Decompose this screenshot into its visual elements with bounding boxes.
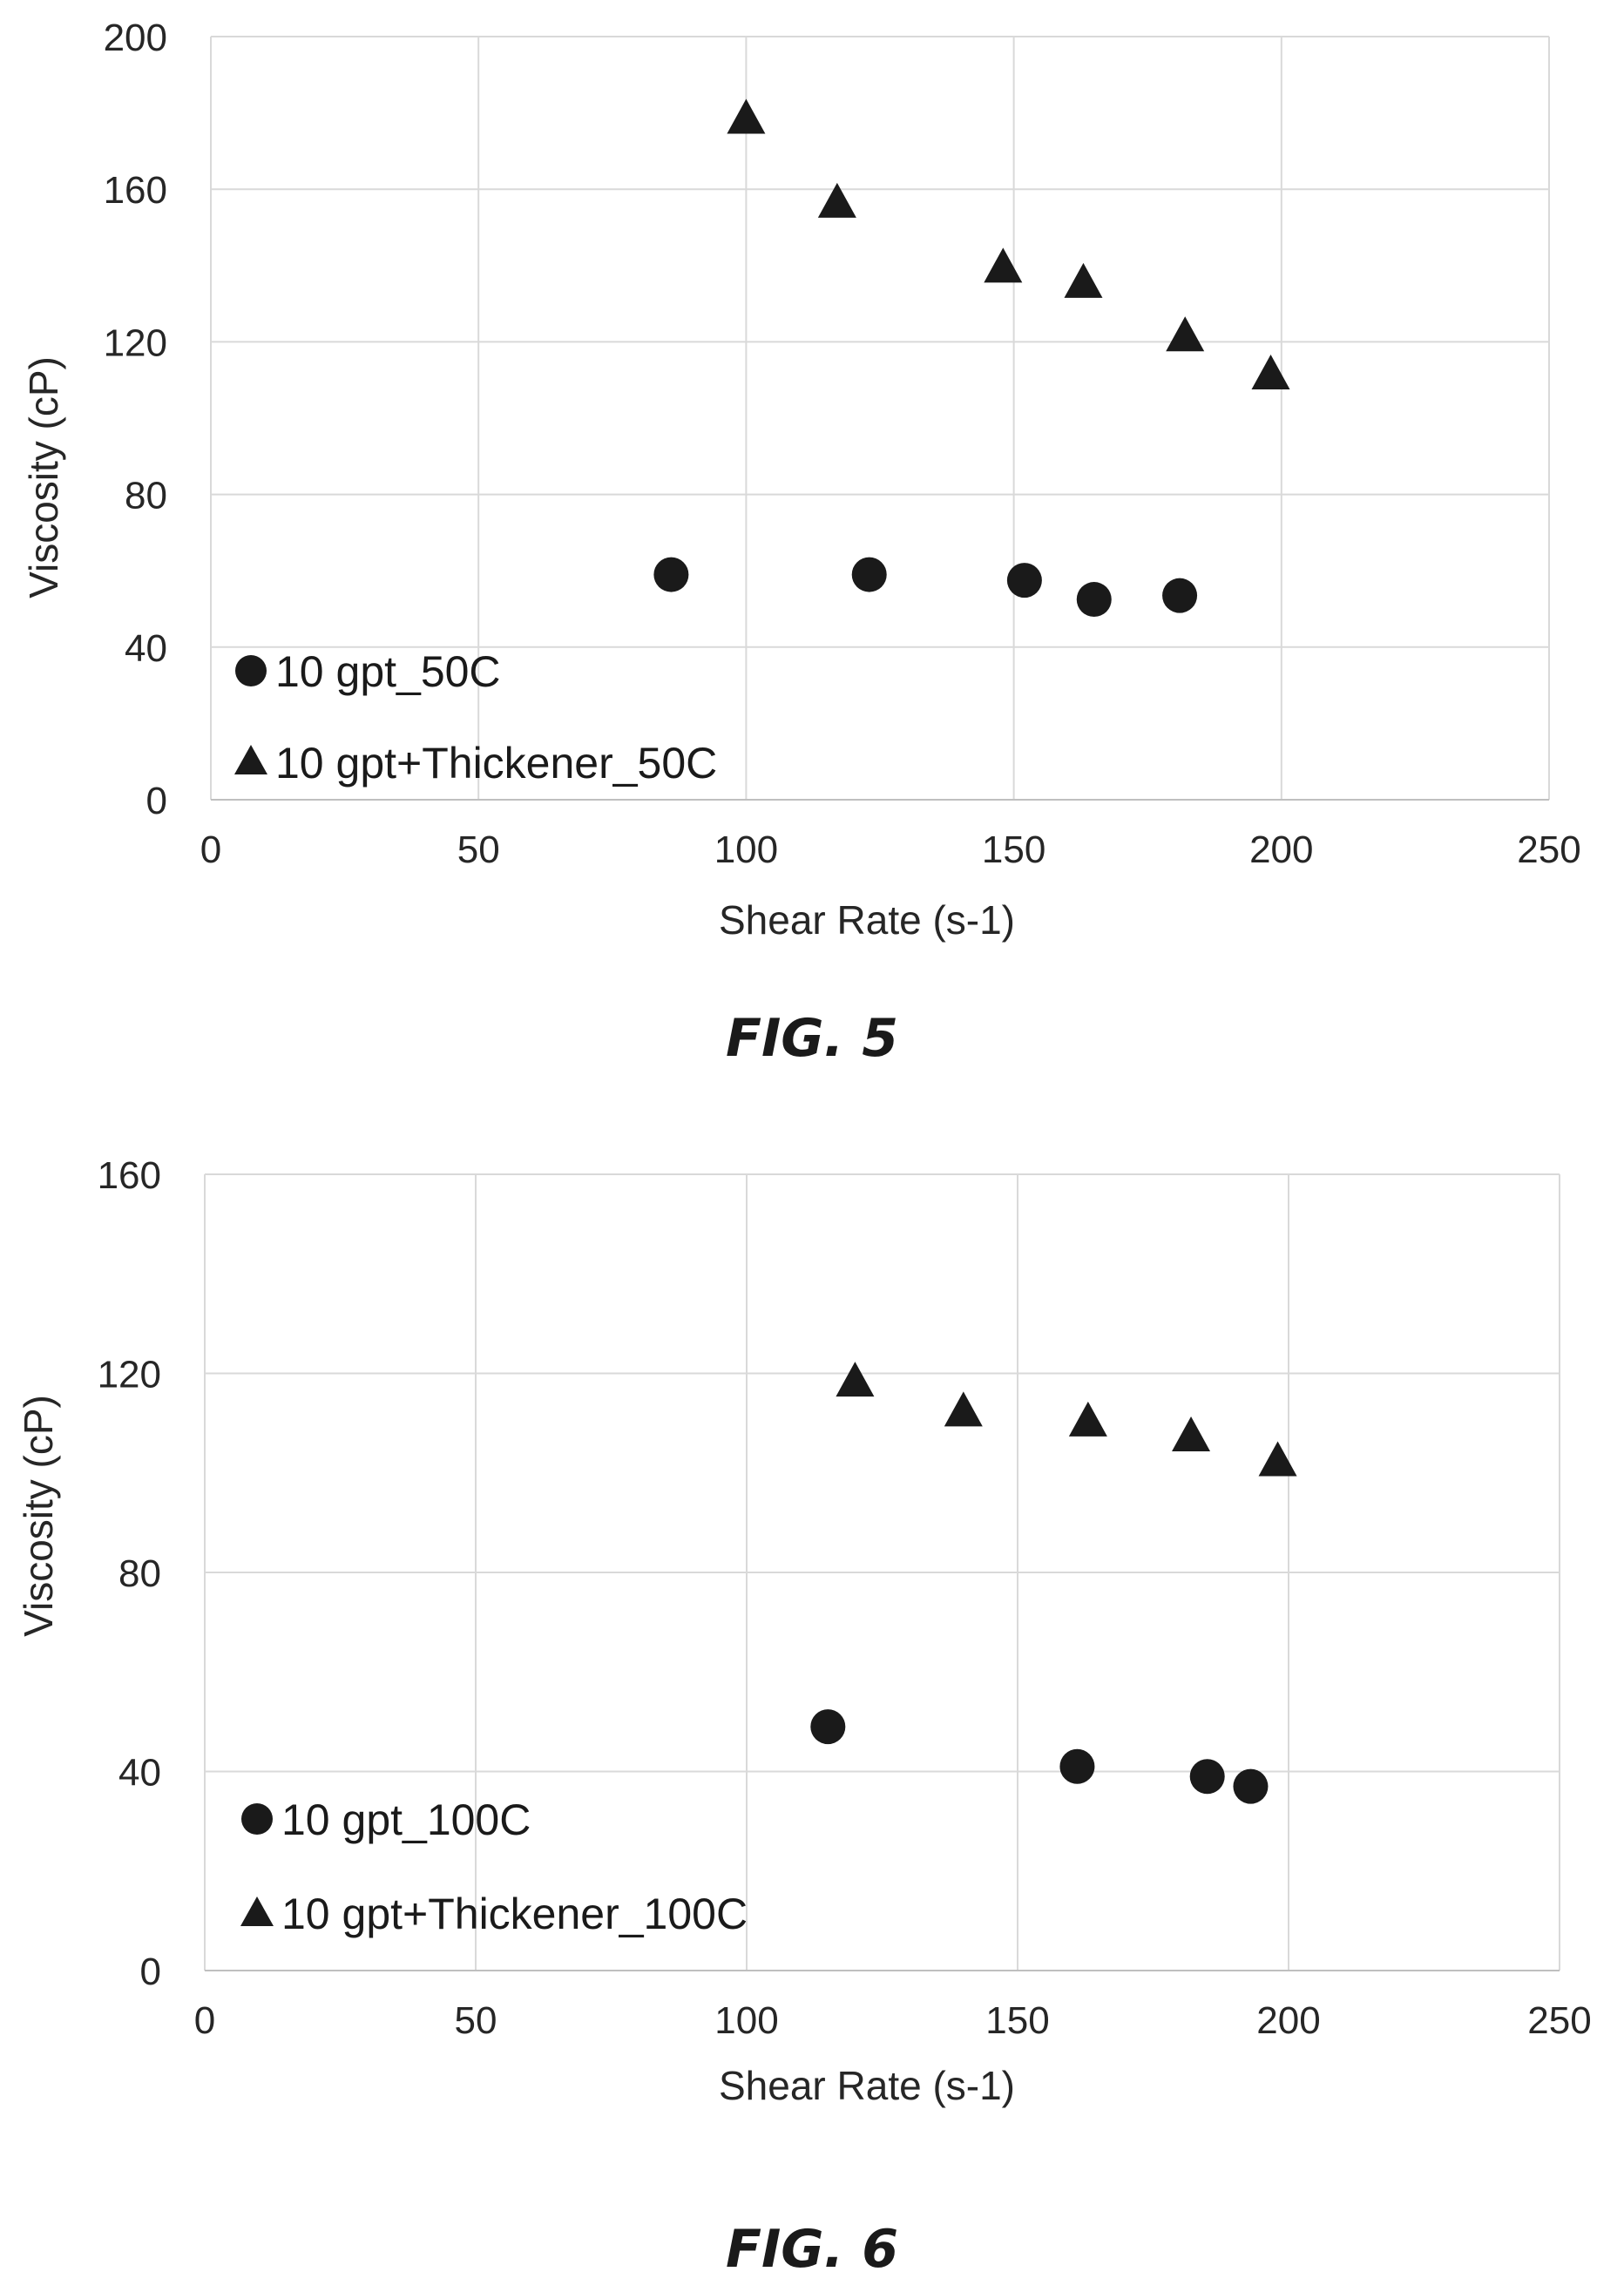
fig5-y-tick-label: 40 bbox=[125, 627, 167, 670]
fig6-y-tick-label: 0 bbox=[140, 1951, 161, 1993]
fig5-legend: 10 gpt_50C 10 gpt+Thickener_50C bbox=[234, 647, 717, 788]
fig6-legend-series-2: 10 gpt+Thickener_100C bbox=[281, 1890, 748, 1938]
fig6-circle-point bbox=[1189, 1759, 1225, 1795]
fig6-triangle-point bbox=[1258, 1441, 1297, 1477]
fig5-x-axis-title: Shear Rate (s-1) bbox=[719, 897, 1015, 943]
fig6-circle-point bbox=[810, 1709, 846, 1745]
fig6-y-ticks: 0 40 80 120 160 bbox=[98, 1154, 161, 1993]
fig5-x-tick-label: 0 bbox=[200, 828, 221, 871]
fig5-legend-circle-icon bbox=[235, 655, 267, 686]
fig6-circle-point bbox=[1059, 1748, 1095, 1784]
chart-fig5: 0 40 80 120 160 200 0 50 100 150 200 250 Shear Rat… bbox=[21, 17, 1581, 1069]
fig5-y-ticks: 0 40 80 120 160 200 bbox=[104, 17, 167, 822]
fig5-circle-point bbox=[1006, 563, 1042, 598]
fig6-x-tick-label: 0 bbox=[194, 1999, 215, 2042]
fig5-markers bbox=[653, 98, 1290, 618]
fig6-legend: 10 gpt_100C 10 gpt+Thickener_100C bbox=[240, 1795, 748, 1938]
fig5-triangle-point bbox=[817, 182, 856, 218]
fig5-legend-series-1: 10 gpt_50C bbox=[275, 647, 501, 696]
fig5-x-tick-label: 250 bbox=[1517, 828, 1580, 871]
fig6-circle-point bbox=[1233, 1768, 1269, 1804]
fig5-x-tick-label: 150 bbox=[982, 828, 1045, 871]
fig5-circle-point bbox=[653, 557, 689, 592]
fig5-triangle-point bbox=[1064, 262, 1103, 298]
fig6-x-tick-label: 150 bbox=[985, 1999, 1049, 2042]
fig6-caption: FIG. 6 bbox=[726, 2219, 898, 2280]
fig5-triangle-point bbox=[1166, 316, 1205, 352]
fig6-triangle-point bbox=[836, 1362, 875, 1397]
fig6-x-tick-label: 200 bbox=[1256, 1999, 1320, 2042]
fig6-legend-circle-icon bbox=[241, 1803, 273, 1835]
fig5-y-axis-title: Viscosity (cP) bbox=[21, 356, 66, 598]
fig6-markers bbox=[810, 1362, 1297, 1804]
fig5-y-tick-label: 80 bbox=[125, 475, 167, 517]
fig5-x-tick-label: 50 bbox=[457, 828, 500, 871]
fig6-legend-triangle-icon bbox=[240, 1896, 274, 1926]
fig5-y-tick-label: 160 bbox=[104, 169, 167, 212]
fig5-x-tick-label: 100 bbox=[714, 828, 778, 871]
fig5-caption: FIG. 5 bbox=[726, 1008, 898, 1069]
fig6-x-tick-label: 100 bbox=[714, 1999, 778, 2042]
fig5-triangle-point bbox=[727, 98, 766, 134]
fig6-y-tick-label: 80 bbox=[118, 1552, 161, 1595]
fig5-y-tick-label: 0 bbox=[146, 780, 167, 822]
fig6-x-ticks: 0 50 100 150 200 250 bbox=[194, 1999, 1592, 2042]
fig5-x-ticks: 0 50 100 150 200 250 bbox=[200, 828, 1581, 871]
fig6-gridlines bbox=[204, 1173, 1560, 1971]
fig5-circle-point bbox=[1162, 578, 1198, 613]
fig5-triangle-point bbox=[1251, 355, 1290, 390]
fig6-x-tick-label: 50 bbox=[455, 1999, 497, 2042]
fig6-triangle-point bbox=[944, 1391, 983, 1427]
fig5-legend-series-2: 10 gpt+Thickener_50C bbox=[275, 739, 717, 788]
fig6-y-axis-title: Viscosity (cP) bbox=[16, 1395, 61, 1637]
fig6-y-tick-label: 40 bbox=[118, 1752, 161, 1795]
fig6-y-tick-label: 120 bbox=[98, 1354, 161, 1396]
fig5-circle-point bbox=[851, 557, 887, 592]
fig5-legend-triangle-icon bbox=[234, 745, 267, 774]
chart-fig6: 0 40 80 120 160 0 50 100 150 200 250 Shear Rate (… bbox=[16, 1154, 1592, 2280]
fig6-x-axis-title: Shear Rate (s-1) bbox=[719, 2063, 1015, 2108]
fig6-x-tick-label: 250 bbox=[1527, 1999, 1591, 2042]
fig5-circle-point bbox=[1076, 582, 1112, 618]
fig6-triangle-point bbox=[1172, 1416, 1211, 1451]
fig5-y-tick-label: 120 bbox=[104, 321, 167, 364]
fig5-x-tick-label: 200 bbox=[1249, 828, 1313, 871]
fig5-triangle-point bbox=[984, 247, 1023, 283]
fig5-y-tick-label: 200 bbox=[104, 17, 167, 59]
fig5-gridlines bbox=[210, 36, 1550, 801]
fig6-y-tick-label: 160 bbox=[98, 1154, 161, 1197]
fig6-triangle-point bbox=[1068, 1401, 1107, 1437]
fig6-legend-series-1: 10 gpt_100C bbox=[281, 1795, 531, 1844]
